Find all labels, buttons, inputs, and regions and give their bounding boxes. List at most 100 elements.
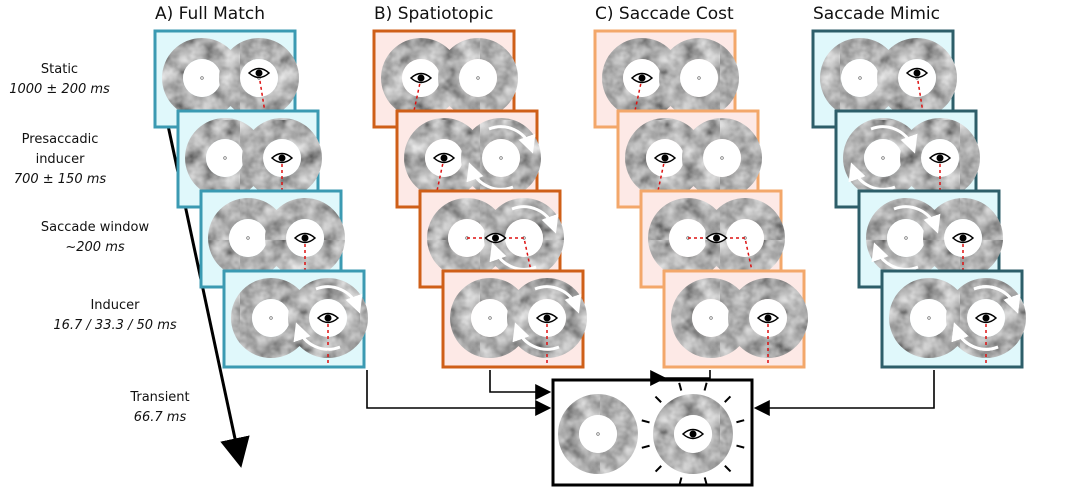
flash-tick (736, 444, 745, 449)
motion-arrow (315, 285, 363, 314)
flow-arrow (489, 370, 552, 400)
fixation-dot (904, 236, 908, 240)
pupil (440, 154, 448, 162)
ring-stimulus (682, 118, 762, 198)
ring-stimulus (728, 278, 808, 358)
step-label: Inducer (90, 298, 140, 313)
step-label: Saccade window (40, 220, 150, 235)
pupil (543, 314, 551, 322)
flash-tick (736, 419, 745, 424)
step-duration: ~200 ms (65, 240, 125, 255)
motion-arrow (871, 242, 919, 271)
motion-arrow (488, 125, 536, 154)
flash-tick (654, 465, 662, 473)
column-title: Saccade Mimic (813, 4, 940, 24)
pupil (661, 154, 669, 162)
flash-tick (641, 419, 650, 424)
step-label: Transient (130, 390, 190, 405)
flash-tick (703, 477, 708, 486)
ring-stimulus (705, 198, 785, 278)
column-title: C) Saccade Cost (595, 4, 734, 24)
center-disc (841, 59, 879, 97)
step-label: Static (40, 62, 79, 77)
center-disc (887, 219, 925, 257)
fixation-dot (709, 316, 713, 320)
ring-stimulus (219, 38, 299, 118)
center-disc (183, 59, 221, 97)
fixation-dot (223, 156, 227, 160)
pupil (713, 234, 720, 242)
ring-stimulus (450, 278, 530, 358)
ring-stimulus (381, 38, 461, 118)
flow-arrow (659, 370, 711, 386)
pupil (959, 234, 967, 242)
motion-arrow (848, 162, 896, 191)
ring-stimulus (404, 118, 484, 198)
ring-stimulus (162, 38, 242, 118)
center-disc (864, 139, 902, 177)
step-duration: 1000 ± 200 ms (9, 82, 110, 97)
step-label: Presaccadic inducer (21, 132, 99, 167)
center-disc (471, 299, 509, 337)
ring-stimulus (208, 198, 288, 278)
ring-stimulus (671, 278, 751, 358)
fixation-dot (720, 156, 724, 160)
fixation-dot (697, 76, 701, 80)
saccade-path (654, 157, 666, 206)
ring-stimulus (242, 118, 322, 198)
motion-arrow (511, 205, 559, 234)
ring-stimulus (625, 118, 705, 198)
flash-tick (641, 444, 650, 449)
ring-stimulus (558, 394, 638, 474)
fixation-dot (858, 76, 862, 80)
ring-stimulus (648, 198, 728, 278)
center-disc (680, 59, 718, 97)
center-disc (229, 219, 267, 257)
center-disc (459, 59, 497, 97)
column-title: A) Full Match (155, 4, 266, 24)
motion-arrow (489, 242, 537, 271)
pupil (301, 234, 309, 242)
fixation-dot (927, 316, 931, 320)
pupil (324, 314, 332, 322)
ring-stimulus (185, 118, 265, 198)
pupil (278, 154, 286, 162)
fixation-dot (269, 316, 273, 320)
center-disc (910, 299, 948, 337)
flash-tick (724, 395, 732, 403)
ring-stimulus (231, 278, 311, 358)
center-disc (703, 139, 741, 177)
flash-tick (654, 395, 662, 403)
timeline-step: Saccade window ~200 ms (25, 218, 165, 258)
flash-tick (678, 477, 683, 486)
fixation-dot (596, 432, 600, 436)
saccade-path (433, 157, 445, 206)
motion-arrow (870, 125, 918, 154)
ring-stimulus (427, 198, 507, 278)
motion-arrow (893, 205, 941, 234)
pupil (638, 74, 646, 82)
timeline-step: Transient 66.7 ms (110, 388, 210, 428)
ring-stimulus (900, 118, 980, 198)
fixation-dot (881, 156, 885, 160)
ring-stimulus (877, 38, 957, 118)
ring-stimulus (659, 38, 739, 118)
ring-stimulus (265, 198, 345, 278)
center-disc (252, 299, 290, 337)
center-disc (579, 415, 617, 453)
fixation-dot (246, 236, 250, 240)
flow-arrow (366, 370, 552, 416)
motion-arrow (534, 285, 582, 314)
step-duration: 16.7 / 33.3 / 50 ms (53, 318, 177, 333)
pupil (913, 69, 921, 77)
flash-tick (703, 382, 708, 391)
flash-tick (724, 465, 732, 473)
fixation-dot (488, 316, 492, 320)
column-title: B) Spatiotopic (374, 4, 494, 24)
center-disc (206, 139, 244, 177)
timeline-step: Presaccadic inducer 700 ± 150 ms (5, 130, 115, 190)
timeline-step: Inducer 16.7 / 33.3 / 50 ms (40, 296, 190, 336)
ring-stimulus (923, 198, 1003, 278)
